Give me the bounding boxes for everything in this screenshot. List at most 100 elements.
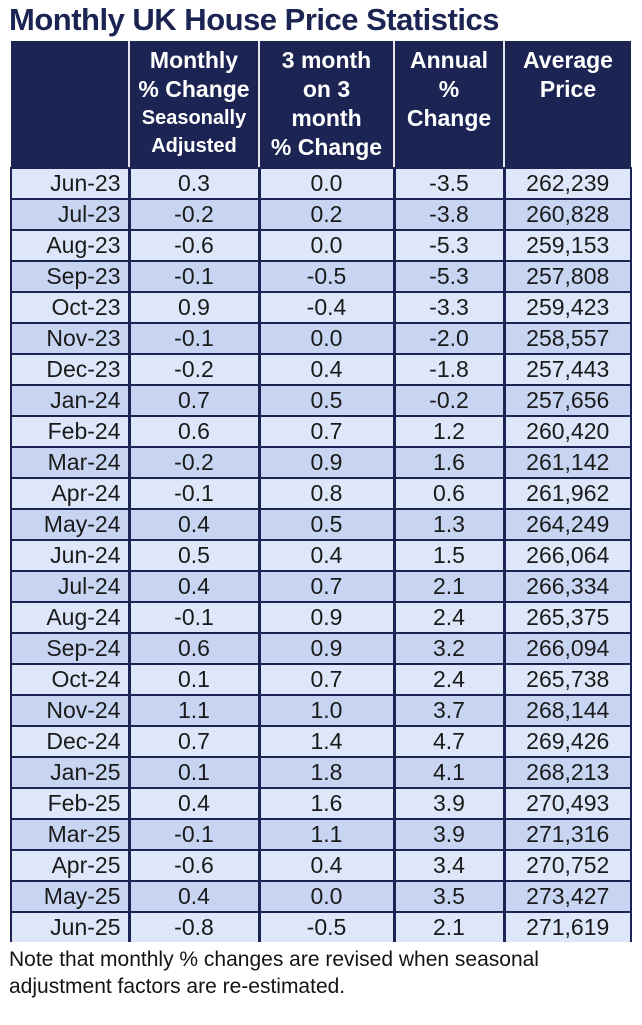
month-cell: Jul-23 <box>10 197 130 231</box>
value-cell: 4.7 <box>392 724 505 758</box>
month-cell: Sep-23 <box>10 259 130 293</box>
month-cell: Aug-24 <box>10 600 130 634</box>
value-cell: 0.3 <box>127 166 260 200</box>
value-cell: 1.1 <box>257 817 395 851</box>
value-cell: 0.0 <box>257 228 395 262</box>
value-cell: 257,656 <box>502 383 632 417</box>
value-cell: 0.5 <box>257 383 395 417</box>
month-cell: Nov-24 <box>10 693 130 727</box>
table-row: Nov-24 1.1 1.0 3.7 268,144 <box>10 693 632 727</box>
value-cell: 260,420 <box>502 414 632 448</box>
value-cell: 0.7 <box>127 724 260 758</box>
value-cell: -0.6 <box>127 228 260 262</box>
table-row: Mar-25 -0.1 1.1 3.9 271,316 <box>10 817 632 851</box>
month-cell: Nov-23 <box>10 321 130 355</box>
value-cell: 3.4 <box>392 848 505 882</box>
table-header: Monthly % Change Seasonally Adjusted 3 m… <box>11 40 631 168</box>
house-price-stats-table: Monthly % Change Seasonally Adjusted 3 m… <box>10 40 632 942</box>
month-cell: Sep-24 <box>10 631 130 665</box>
month-cell: Aug-23 <box>10 228 130 262</box>
value-cell: 259,423 <box>502 290 632 324</box>
value-cell: 1.6 <box>392 445 505 479</box>
month-cell: May-25 <box>10 879 130 913</box>
value-cell: -0.4 <box>257 290 395 324</box>
value-cell: 0.4 <box>127 569 260 603</box>
header-main-text: Average Price <box>523 46 613 102</box>
table-row: Jul-23 -0.2 0.2 -3.8 260,828 <box>10 197 632 231</box>
month-cell: Mar-25 <box>10 817 130 851</box>
value-cell: 1.8 <box>257 755 395 789</box>
value-cell: 2.4 <box>392 600 505 634</box>
table-row: May-24 0.4 0.5 1.3 264,249 <box>10 507 632 541</box>
header-main-text: 3 month on 3 month % Change <box>270 46 383 160</box>
table-row: Oct-23 0.9 -0.4 -3.3 259,423 <box>10 290 632 324</box>
month-cell: Jun-24 <box>10 538 130 572</box>
value-cell: -3.8 <box>392 197 505 231</box>
value-cell: 0.9 <box>257 445 395 479</box>
month-cell: Oct-24 <box>10 662 130 696</box>
month-cell: Jun-25 <box>10 910 130 942</box>
table-body: Jun-23 0.3 0.0 -3.5 262,239 Jul-23 -0.2 0.2 -3.8… <box>10 166 632 942</box>
month-cell: Feb-24 <box>10 414 130 448</box>
value-cell: -0.2 <box>127 445 260 479</box>
value-cell: 1.4 <box>257 724 395 758</box>
header-row: Monthly % Change Seasonally Adjusted 3 m… <box>11 40 631 168</box>
table-row: Apr-25 -0.6 0.4 3.4 270,752 <box>10 848 632 882</box>
value-cell: 0.2 <box>257 197 395 231</box>
value-cell: 261,142 <box>502 445 632 479</box>
value-cell: 1.5 <box>392 538 505 572</box>
value-cell: 1.3 <box>392 507 505 541</box>
value-cell: -0.6 <box>127 848 260 882</box>
table-row: Jul-24 0.4 0.7 2.1 266,334 <box>10 569 632 603</box>
value-cell: -0.2 <box>127 352 260 386</box>
value-cell: 0.4 <box>257 538 395 572</box>
value-cell: 0.5 <box>257 507 395 541</box>
table-row: Feb-25 0.4 1.6 3.9 270,493 <box>10 786 632 820</box>
month-cell: Mar-24 <box>10 445 130 479</box>
value-cell: 1.1 <box>127 693 260 727</box>
month-cell: Oct-23 <box>10 290 130 324</box>
value-cell: 0.1 <box>127 662 260 696</box>
value-cell: 3.5 <box>392 879 505 913</box>
table-row: Jan-25 0.1 1.8 4.1 268,213 <box>10 755 632 789</box>
value-cell: 265,738 <box>502 662 632 696</box>
value-cell: 3.9 <box>392 817 505 851</box>
value-cell: 271,316 <box>502 817 632 851</box>
table-row: May-25 0.4 0.0 3.5 273,427 <box>10 879 632 913</box>
month-cell: Dec-24 <box>10 724 130 758</box>
value-cell: 0.4 <box>127 879 260 913</box>
month-cell: Jan-24 <box>10 383 130 417</box>
table-row: Apr-24 -0.1 0.8 0.6 261,962 <box>10 476 632 510</box>
value-cell: 262,239 <box>502 166 632 200</box>
value-cell: 3.7 <box>392 693 505 727</box>
value-cell: 3.2 <box>392 631 505 665</box>
col-header-annual-change: Annual % Change <box>393 40 504 168</box>
value-cell: 0.4 <box>257 848 395 882</box>
table-row: Jun-23 0.3 0.0 -3.5 262,239 <box>10 166 632 200</box>
month-cell: Apr-24 <box>10 476 130 510</box>
value-cell: 0.7 <box>257 662 395 696</box>
value-cell: 268,144 <box>502 693 632 727</box>
value-cell: -5.3 <box>392 259 505 293</box>
value-cell: 266,094 <box>502 631 632 665</box>
value-cell: 269,426 <box>502 724 632 758</box>
month-cell: Dec-23 <box>10 352 130 386</box>
value-cell: 1.2 <box>392 414 505 448</box>
footnote: Note that monthly % changes are revised … <box>9 947 539 998</box>
value-cell: 0.9 <box>127 290 260 324</box>
value-cell: 261,962 <box>502 476 632 510</box>
value-cell: 264,249 <box>502 507 632 541</box>
value-cell: 268,213 <box>502 755 632 789</box>
table-row: Sep-24 0.6 0.9 3.2 266,094 <box>10 631 632 665</box>
value-cell: -0.8 <box>127 910 260 942</box>
value-cell: 270,493 <box>502 786 632 820</box>
value-cell: 257,808 <box>502 259 632 293</box>
value-cell: 4.1 <box>392 755 505 789</box>
value-cell: 2.1 <box>392 569 505 603</box>
value-cell: -2.0 <box>392 321 505 355</box>
value-cell: 0.7 <box>257 414 395 448</box>
header-sub-text: Seasonally Adjusted <box>141 106 247 157</box>
value-cell: -0.2 <box>127 197 260 231</box>
value-cell: 0.0 <box>257 321 395 355</box>
